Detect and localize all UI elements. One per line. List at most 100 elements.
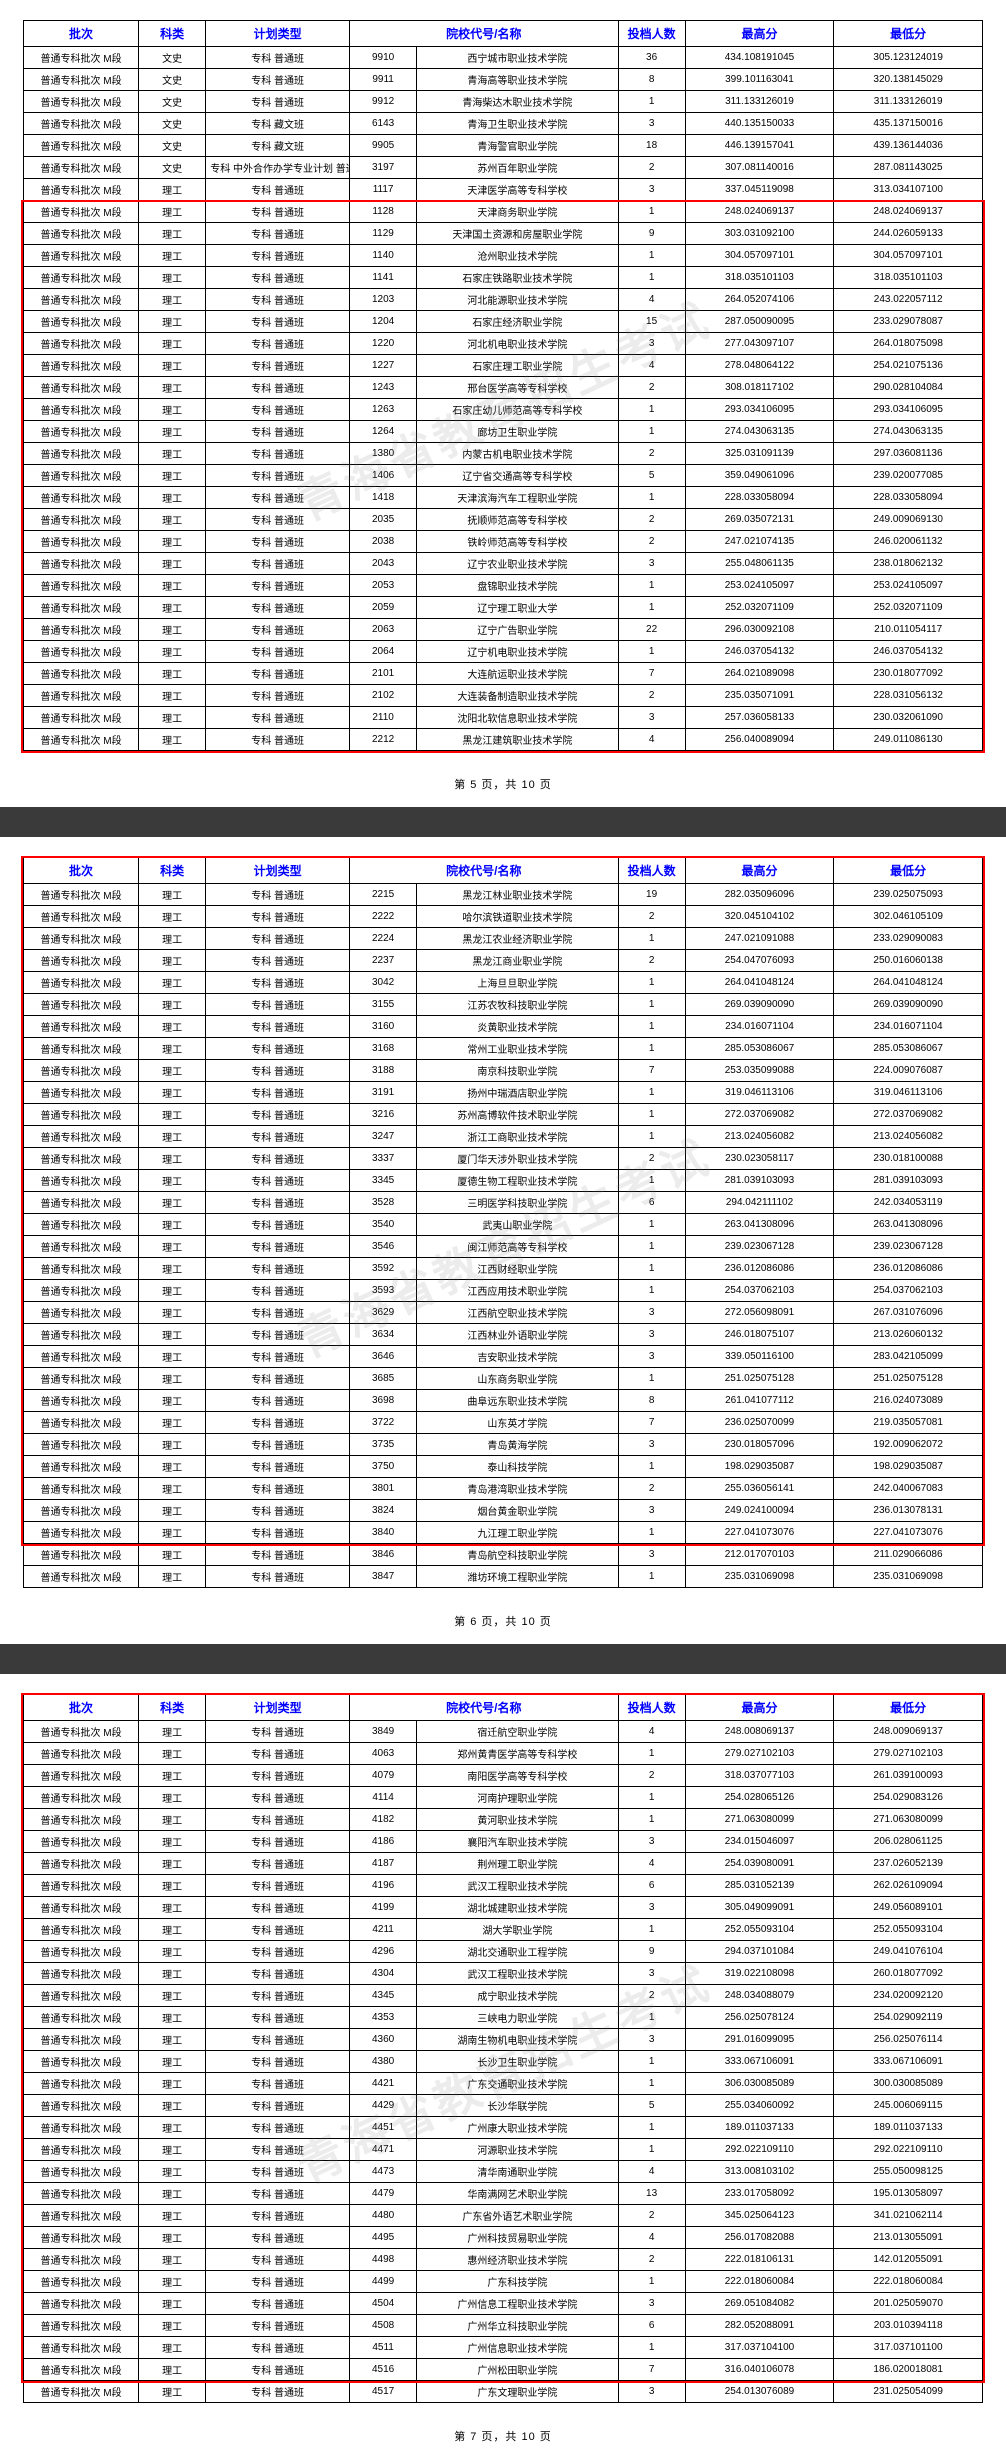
cell: 武汉工程职业技术学院 [417, 1963, 618, 1985]
cell: 3 [618, 707, 685, 729]
table-row: 普通专科批次 M段理工专科 普通班3750泰山科技学院1198.02903508… [24, 1456, 983, 1478]
table-row: 普通专科批次 M段理工专科 普通班2043辽宁农业职业技术学院3255.0480… [24, 553, 983, 575]
cell: 189.011037133 [834, 2117, 983, 2139]
cell: 普通专科批次 M段 [24, 1875, 139, 1897]
table-row: 普通专科批次 M段理工专科 普通班3216苏州高博软件技术职业学院1272.03… [24, 1104, 983, 1126]
cell: 4451 [350, 2117, 417, 2139]
cell: 247.021074135 [685, 531, 834, 553]
cell: 269.039090090 [834, 994, 983, 1016]
table-row: 普通专科批次 M段理工专科 普通班4186襄阳汽车职业技术学院3234.0150… [24, 1831, 983, 1853]
cell: 254.028065126 [685, 1787, 834, 1809]
cell: 华南满网艺术职业学院 [417, 2183, 618, 2205]
cell: 236.012086086 [685, 1258, 834, 1280]
table-row: 普通专科批次 M段理工专科 普通班3685山东商务职业学院1251.025075… [24, 1368, 983, 1390]
cell: 普通专科批次 M段 [24, 1941, 139, 1963]
cell: 2224 [350, 928, 417, 950]
cell: 285.053086067 [834, 1038, 983, 1060]
cell: 专科 普通班 [206, 597, 350, 619]
cell: 256.040089094 [685, 729, 834, 751]
cell: 293.034106095 [685, 399, 834, 421]
cell: 4186 [350, 1831, 417, 1853]
cell: 9912 [350, 91, 417, 113]
table-row: 普通专科批次 M段理工专科 普通班2237黑龙江商业职业学院2254.04707… [24, 950, 983, 972]
cell: 7 [618, 1060, 685, 1082]
cell: 4199 [350, 1897, 417, 1919]
cell: 理工 [139, 729, 206, 751]
cell: 8 [618, 69, 685, 91]
cell: 理工 [139, 2051, 206, 2073]
page-7: 青海省教育招生考试批次科类计划类型院校代号/名称投档人数最高分最低分普通专科批次… [13, 1684, 993, 2459]
cell: 282.035096096 [685, 884, 834, 906]
cell: 普通专科批次 M段 [24, 1544, 139, 1566]
header-high: 最高分 [685, 858, 834, 884]
table-row: 普通专科批次 M段文史专科 普通班9911青海高等职业技术学院8399.1011… [24, 69, 983, 91]
cell: 5 [618, 465, 685, 487]
cell: 281.039103093 [834, 1170, 983, 1192]
cell: 青海高等职业技术学院 [417, 69, 618, 91]
cell: 304.057097101 [685, 245, 834, 267]
cell: 黄河职业技术学院 [417, 1809, 618, 1831]
cell: 1380 [350, 443, 417, 465]
cell: 理工 [139, 223, 206, 245]
cell: 251.025075128 [685, 1368, 834, 1390]
cell: 理工 [139, 1148, 206, 1170]
cell: 沈阳北软信息职业技术学院 [417, 707, 618, 729]
cell: 广州华立科技职业学院 [417, 2315, 618, 2337]
cell: 2215 [350, 884, 417, 906]
cell: 317.037101100 [834, 2337, 983, 2359]
cell: 普通专科批次 M段 [24, 994, 139, 1016]
cell: 惠州经济职业技术学院 [417, 2249, 618, 2271]
cell: 天津国土资源和房屋职业学院 [417, 223, 618, 245]
cell: 专科 普通班 [206, 1765, 350, 1787]
cell: 1 [618, 1787, 685, 1809]
cell: 36 [618, 47, 685, 69]
cell: 理工 [139, 2227, 206, 2249]
cell: 230.018100088 [834, 1148, 983, 1170]
cell: 普通专科批次 M段 [24, 465, 139, 487]
cell: 3042 [350, 972, 417, 994]
header-low: 最低分 [834, 1695, 983, 1721]
cell: 1117 [350, 179, 417, 201]
cell: 4479 [350, 2183, 417, 2205]
cell: 4 [618, 1721, 685, 1743]
cell: 3685 [350, 1368, 417, 1390]
cell: 专科 普通班 [206, 1170, 350, 1192]
cell: 理工 [139, 575, 206, 597]
cell: 4429 [350, 2095, 417, 2117]
cell: 7 [618, 1412, 685, 1434]
table-row: 普通专科批次 M段理工专科 普通班4516广州松田职业学院7316.040106… [24, 2359, 983, 2381]
cell: 理工 [139, 311, 206, 333]
cell: 272.037069082 [685, 1104, 834, 1126]
table-row: 普通专科批次 M段理工专科 普通班2215黑龙江林业职业技术学院19282.03… [24, 884, 983, 906]
cell: 专科 普通班 [206, 1016, 350, 1038]
cell: 248.034088079 [685, 1985, 834, 2007]
cell: 341.021062114 [834, 2205, 983, 2227]
cell: 2 [618, 906, 685, 928]
cell: 262.026109094 [834, 1875, 983, 1897]
cell: 辽宁理工职业大学 [417, 597, 618, 619]
cell: 255.048061135 [685, 553, 834, 575]
cell: 辽宁省交通高等专科学校 [417, 465, 618, 487]
cell: 399.101163041 [685, 69, 834, 91]
cell: 3546 [350, 1236, 417, 1258]
cell: 1 [618, 2007, 685, 2029]
cell: 专科 普通班 [206, 2161, 350, 2183]
cell: 304.057097101 [834, 245, 983, 267]
cell: 理工 [139, 1875, 206, 1897]
table-header-row: 批次科类计划类型院校代号/名称投档人数最高分最低分 [24, 21, 983, 47]
cell: 曲阜远东职业技术学院 [417, 1390, 618, 1412]
table-row: 普通专科批次 M段理工专科 普通班1264廊坊卫生职业学院1274.043063… [24, 421, 983, 443]
cell: 248.009069137 [834, 1721, 983, 1743]
cell: 山东英才学院 [417, 1412, 618, 1434]
cell: 河南护理职业学院 [417, 1787, 618, 1809]
table-row: 普通专科批次 M段理工专科 普通班3188南京科技职业学院7253.035099… [24, 1060, 983, 1082]
cell: 2035 [350, 509, 417, 531]
table-row: 普通专科批次 M段理工专科 普通班4480广东省外语艺术职业学院2345.025… [24, 2205, 983, 2227]
cell: 专科 普通班 [206, 1148, 350, 1170]
cell: 普通专科批次 M段 [24, 1919, 139, 1941]
cell: 4187 [350, 1853, 417, 1875]
cell: 238.018062132 [834, 553, 983, 575]
cell: 理工 [139, 487, 206, 509]
cell: 236.013078131 [834, 1500, 983, 1522]
cell: 普通专科批次 M段 [24, 1566, 139, 1588]
